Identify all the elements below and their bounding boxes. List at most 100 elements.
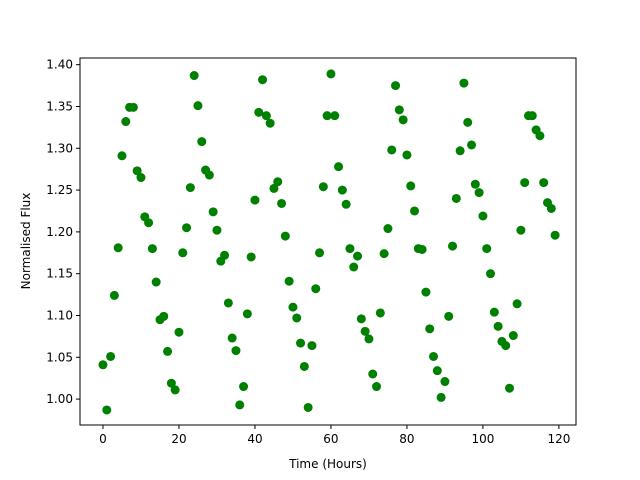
point: [520, 178, 530, 188]
point: [360, 326, 370, 336]
point: [235, 400, 245, 410]
point: [467, 140, 477, 150]
point: [508, 331, 518, 341]
point: [330, 111, 340, 121]
y-axis-label: Normalised Flux: [19, 193, 33, 290]
point: [288, 302, 298, 312]
point: [239, 382, 249, 392]
point: [349, 262, 359, 272]
point: [113, 243, 123, 253]
y-tick-label: 1.20: [46, 225, 73, 239]
point: [448, 241, 458, 251]
y-tick-label: 1.40: [46, 58, 73, 72]
point: [539, 178, 549, 188]
x-tick-label: 120: [547, 432, 570, 446]
point: [258, 75, 268, 85]
point: [242, 309, 252, 319]
point: [189, 71, 199, 81]
point: [299, 361, 309, 371]
point: [197, 137, 207, 147]
point: [478, 211, 488, 221]
point: [318, 182, 328, 192]
point: [341, 199, 351, 209]
point: [163, 346, 173, 356]
y-tick-label: 1.35: [46, 99, 73, 113]
point: [410, 206, 420, 216]
x-tick-label: 60: [323, 432, 338, 446]
point: [193, 101, 203, 111]
point: [470, 179, 480, 189]
point: [516, 225, 526, 235]
point: [212, 225, 222, 235]
point: [356, 314, 366, 324]
point: [174, 327, 184, 337]
point: [106, 351, 116, 361]
point: [379, 249, 389, 259]
point: [204, 170, 214, 180]
y-tick-label: 1.10: [46, 308, 73, 322]
point: [394, 105, 404, 115]
point: [368, 369, 378, 379]
point: [178, 248, 188, 258]
point: [136, 173, 146, 183]
y-tick-label: 1.25: [46, 183, 73, 197]
point: [170, 385, 180, 395]
point: [436, 392, 446, 402]
point: [265, 118, 275, 128]
point: [227, 333, 237, 343]
point: [250, 195, 260, 205]
point: [337, 185, 347, 195]
point: [421, 287, 431, 297]
point: [273, 177, 283, 187]
point: [147, 244, 157, 254]
point: [535, 131, 545, 141]
point: [151, 277, 161, 287]
point: [322, 111, 332, 121]
y-tick-label: 1.30: [46, 141, 73, 155]
point: [261, 111, 271, 121]
point: [98, 360, 108, 370]
point: [311, 284, 321, 294]
point: [383, 224, 393, 234]
point: [109, 290, 119, 300]
point: [372, 382, 382, 392]
point: [296, 338, 306, 348]
x-axis-label: Time (Hours): [288, 457, 367, 471]
point: [277, 198, 287, 208]
point: [391, 81, 401, 91]
point: [208, 207, 218, 217]
point: [406, 181, 416, 191]
point: [246, 252, 256, 262]
point: [429, 351, 439, 361]
point: [459, 78, 469, 88]
point: [417, 244, 427, 254]
point: [451, 193, 461, 203]
point: [269, 183, 279, 193]
point: [375, 308, 385, 318]
point: [166, 378, 176, 388]
point: [231, 346, 241, 356]
point: [280, 231, 290, 241]
point: [117, 151, 127, 161]
point: [550, 230, 560, 240]
point: [326, 69, 336, 79]
point: [353, 251, 363, 261]
point: [463, 117, 473, 127]
point: [455, 146, 465, 156]
point: [398, 115, 408, 125]
point: [482, 244, 492, 254]
x-tick-label: 40: [247, 432, 262, 446]
point: [223, 298, 233, 308]
point: [546, 203, 556, 213]
point: [402, 150, 412, 160]
y-tick-label: 1.05: [46, 350, 73, 364]
point: [474, 188, 484, 198]
point: [489, 307, 499, 317]
point: [182, 223, 192, 233]
x-tick-label: 80: [399, 432, 414, 446]
point: [159, 311, 169, 321]
point: [387, 145, 397, 155]
point: [505, 383, 515, 393]
point: [527, 111, 537, 121]
